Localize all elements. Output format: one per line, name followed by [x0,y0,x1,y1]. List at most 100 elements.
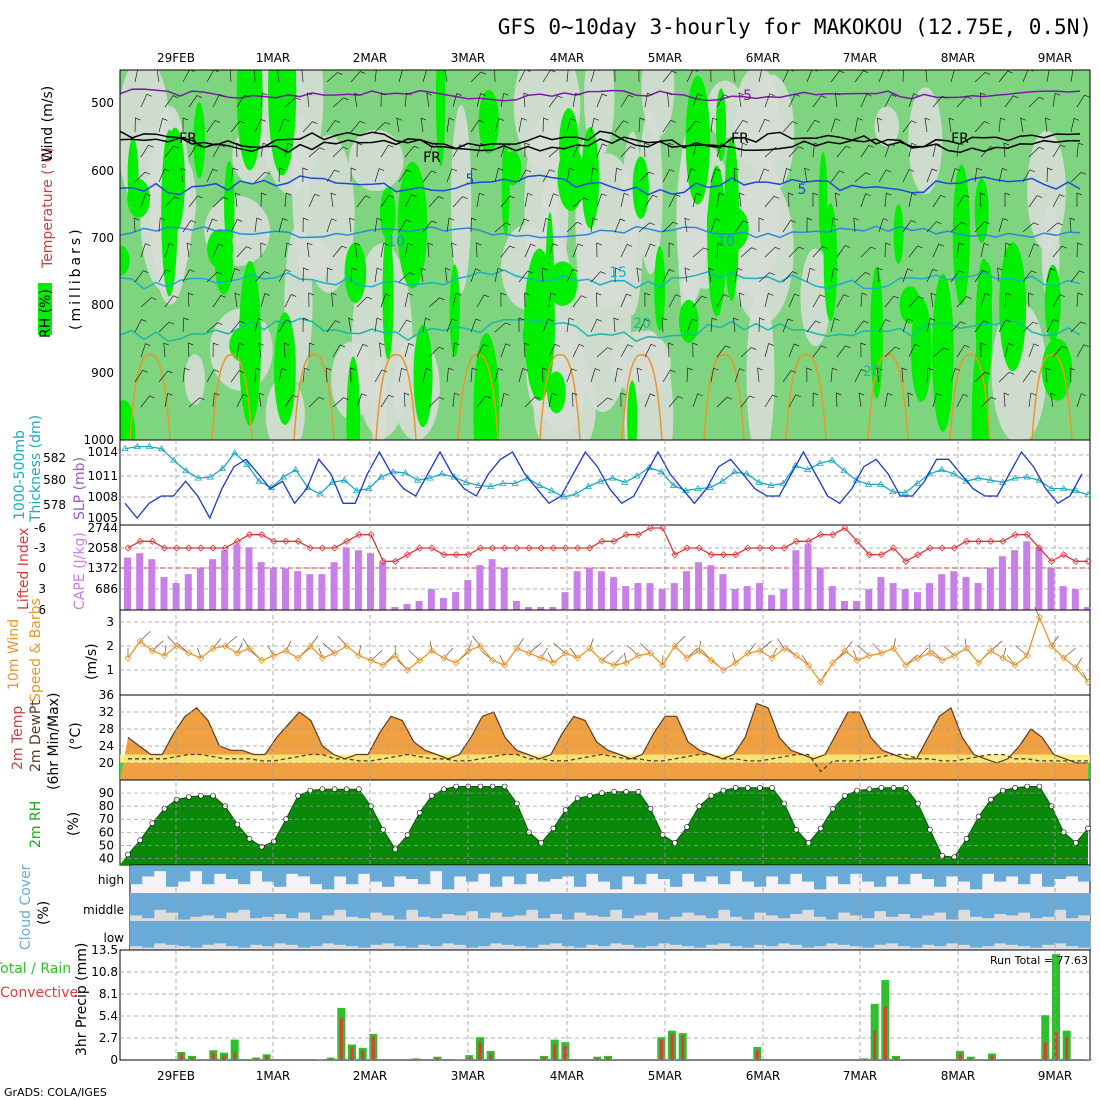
wind-barb [134,319,147,333]
cloud-bar-middle [790,893,803,914]
wind-barb [284,142,294,158]
wind-barb [548,95,563,108]
top-date-label: 5MAR [648,51,683,65]
wind-barb [476,344,489,358]
wind-barb [926,168,938,183]
rh-low-region [184,354,206,406]
wind-barb [254,367,261,383]
thickness-line-point [1047,484,1056,491]
wind-speed-line-point [403,666,412,674]
precip-total-bar [1084,1059,1092,1060]
ylabel-wind10: 10m Wind [6,619,22,690]
surface-wind-barb [224,635,238,647]
cape-bar [889,583,897,610]
wind-barb [860,246,877,258]
li-line-point [173,544,181,552]
cape-bar [1084,607,1091,610]
wind-barb [332,146,349,158]
wind-barb [932,347,949,358]
rh-low-region [746,289,775,440]
wind-barb [350,167,357,183]
axis-tick: 1011 [87,469,118,483]
wind-barb [548,193,559,208]
wind-barb [620,146,636,158]
bottom-date-label: 3MAR [451,1069,486,1083]
wind-barb [254,171,271,183]
rh-high-region [685,75,710,205]
rh-point [927,826,933,833]
wind-barb [140,93,152,108]
wind-barb [548,243,558,258]
rh-point [720,787,727,794]
rh-point [514,800,520,807]
thickness-line-point [645,463,653,470]
wind-barb [758,217,765,232]
wind-barb [902,168,915,183]
cloud-bar-middle [418,893,431,917]
cloud-bar-middle [262,893,275,917]
wind-barb [254,70,260,83]
wind-barb [907,392,914,408]
wind-barb [998,70,1013,83]
run-total: Run Total = 77.63 [990,954,1088,967]
li-line-point [513,544,521,552]
cloud-bar-middle [946,893,959,920]
cloud-bar-high [970,866,983,890]
thickness-line-point [572,490,580,497]
wind-barb [1004,192,1011,207]
wind-barb [308,342,315,358]
wind-speed-line-point [549,659,557,667]
cape-bar [537,607,545,610]
wind-barb [164,145,179,158]
wind-barb [134,270,149,283]
wind-barb [1076,393,1087,408]
rh-point [1085,825,1091,832]
wind-barb [350,267,357,283]
wind-barb [830,70,845,83]
cape-bar [561,592,569,610]
precip-convective-bar [659,1039,663,1060]
wind-speed-line-point [744,649,752,657]
wind-barb [235,142,242,158]
cloud-bar-middle [1078,893,1091,916]
rh-low-region [291,115,310,252]
cape-bar [160,577,168,610]
thickness-line-point [1072,486,1080,494]
cloud-bar-low [1066,921,1079,947]
cloud-bar-high [382,866,395,887]
wind-speed-line-point [173,642,181,650]
wind-barb [500,195,515,208]
wind-barb [158,269,171,283]
wind-barb [620,293,632,308]
cape-bar [841,601,848,610]
rh-low-region [908,87,943,195]
contour-label: 10 [387,234,405,250]
cape-bar [768,595,776,610]
wind-barb [733,167,740,183]
wind-barb [590,271,606,283]
wind-speed-line-point [343,642,351,650]
cloud-bar-high [310,866,323,885]
wind-speed-line-point [926,649,934,657]
wind-barb [1052,194,1065,208]
axis-tick: 3 [38,582,46,596]
wind-barb [734,368,745,383]
cape-bar [282,568,289,610]
wind-barb [902,220,917,233]
wind-barb [686,70,699,83]
wind-barb [974,167,982,183]
li-line-point [148,537,156,545]
cloud-bar-low [298,921,311,948]
cloud-bar-low [850,921,863,947]
rh-point [416,809,423,816]
wind-speed-line-point [1072,664,1080,672]
contour-label: 15 [609,265,627,281]
slp-ticks: 582 580 578 1014 1011 1008 1005 [43,445,118,525]
wind-barb [710,168,721,183]
wind-barb [380,242,389,258]
axis-tick: 1005 [87,511,118,525]
cloud-bar-low [226,921,239,947]
rh-point [805,839,812,846]
wind-barb [134,171,151,183]
cape-bar [549,607,557,610]
